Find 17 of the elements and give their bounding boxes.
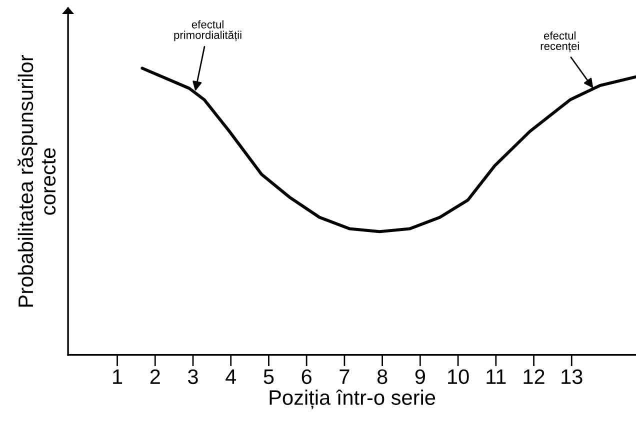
x-tick-label: 13 — [562, 369, 582, 384]
x-tick-label: 9 — [415, 369, 425, 384]
y-axis-title: Probabilitatea răspunsurilor corecte — [18, 55, 56, 307]
x-tick-label: 4 — [226, 370, 236, 384]
x-tick-label: 8 — [377, 369, 388, 384]
annotation: efectul primordialității — [174, 20, 242, 42]
x-tick-label: 3 — [188, 369, 198, 384]
x-tick-label: 11 — [486, 370, 506, 384]
annotation: efectul recenței — [540, 31, 579, 52]
x-tick-label: 1 — [113, 370, 122, 384]
x-tick-label: 6 — [302, 369, 312, 384]
x-tick-label: 7 — [340, 370, 350, 384]
x-tick-label: 12 — [524, 369, 544, 384]
x-tick-label: 10 — [448, 369, 469, 384]
x-axis-title: Poziția într-o serie — [270, 390, 436, 410]
x-tick-label: 2 — [150, 369, 160, 384]
x-tick-label: 5 — [264, 370, 274, 384]
